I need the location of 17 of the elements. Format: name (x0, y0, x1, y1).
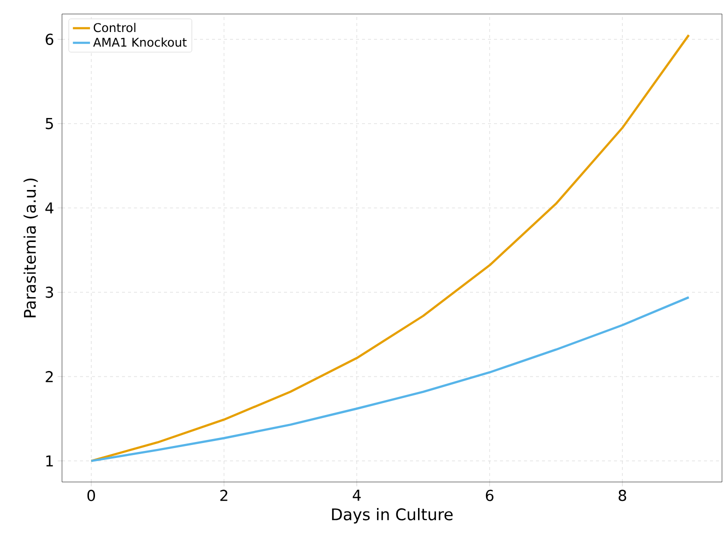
y-tick-label: 4 (45, 202, 54, 214)
x-tick-label: 8 (618, 490, 626, 502)
line-series (90, 34, 690, 462)
legend-label: Control (94, 22, 136, 32)
x-axis-title: Days in Culture (332, 508, 453, 524)
y-tick-label: 1 (46, 455, 53, 466)
y-tick-label: 6 (46, 34, 54, 45)
line-series (90, 296, 690, 462)
x-tick-label: 6 (486, 490, 494, 502)
legend-label: AMA1 Knockout (93, 37, 187, 47)
x-tick-label: 0 (87, 490, 95, 502)
y-tick-label: 5 (46, 118, 53, 130)
y-tick-label: 2 (46, 371, 53, 382)
y-tick-label: 3 (46, 286, 54, 298)
x-tick-label: 2 (220, 490, 228, 501)
y-axis-title: Parasitemia (a.u.) (24, 178, 38, 318)
x-tick-label: 4 (352, 490, 361, 501)
